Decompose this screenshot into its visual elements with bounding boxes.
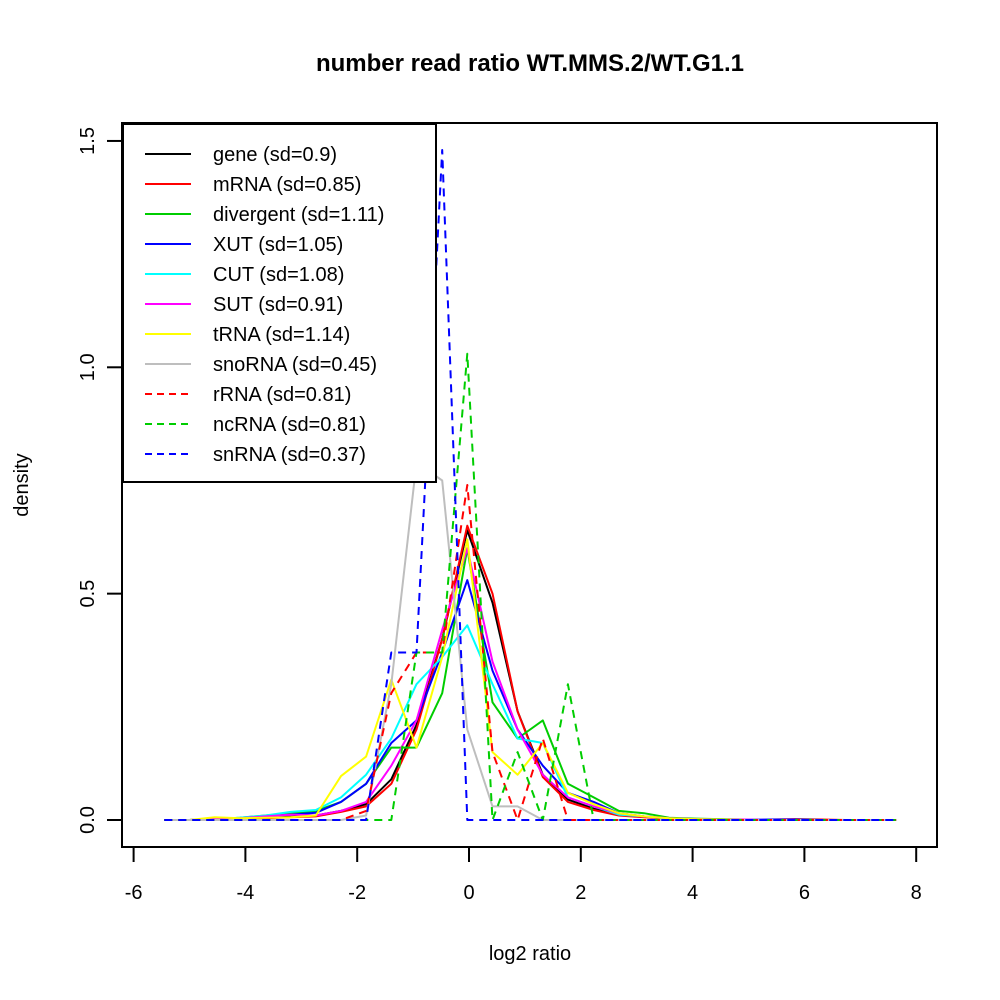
x-tick-label: -2: [348, 882, 366, 904]
x-axis-label: log2 ratio: [489, 943, 571, 965]
x-tick-label: 6: [799, 882, 810, 904]
x-tick-label: 2: [575, 882, 586, 904]
legend-item: snoRNA (sd=0.45): [145, 354, 377, 376]
legend-item: snRNA (sd=0.37): [145, 444, 366, 466]
y-tick-label: 1.5: [77, 127, 99, 155]
legend-item: SUT (sd=0.91): [145, 294, 343, 316]
x-axis: -6 -4 -2 0 2 4 6 8: [125, 846, 922, 904]
x-tick-label: -6: [125, 882, 143, 904]
series-line-snRNA: [164, 149, 897, 821]
legend-item: rRNA (sd=0.81): [145, 384, 351, 406]
legend-item: tRNA (sd=1.14): [145, 324, 350, 346]
legend-label: tRNA (sd=1.14): [213, 324, 350, 346]
y-tick-label: 0.5: [77, 580, 99, 608]
legend-label: snoRNA (sd=0.45): [213, 354, 377, 376]
legend-item: divergent (sd=1.11): [145, 204, 384, 226]
series-layer: [164, 149, 897, 821]
legend-label: CUT (sd=1.08): [213, 264, 344, 286]
y-axis-label: density: [11, 453, 33, 516]
y-tick-label: 1.0: [77, 353, 99, 381]
legend-label: SUT (sd=0.91): [213, 294, 343, 316]
x-tick-label: 8: [911, 882, 922, 904]
legend-label: snRNA (sd=0.37): [213, 444, 366, 466]
legend: gene (sd=0.9) mRNA (sd=0.85) divergent (sd…: [122, 123, 437, 483]
x-tick-label: -4: [237, 882, 255, 904]
legend-item: gene (sd=0.9): [145, 144, 337, 166]
x-tick-label: 0: [463, 882, 474, 904]
legend-item: ncRNA (sd=0.81): [145, 414, 366, 436]
legend-label: ncRNA (sd=0.81): [213, 414, 366, 436]
chart-title: number read ratio WT.MMS.2/WT.G1.1: [316, 50, 744, 77]
legend-label: rRNA (sd=0.81): [213, 384, 351, 406]
x-tick-label: 4: [687, 882, 698, 904]
legend-label: XUT (sd=1.05): [213, 234, 343, 256]
legend-label: divergent (sd=1.11): [213, 204, 384, 226]
legend-item: mRNA (sd=0.85): [145, 174, 361, 196]
y-tick-label: 0.0: [77, 806, 99, 834]
legend-item: XUT (sd=1.05): [145, 234, 343, 256]
legend-label: mRNA (sd=0.85): [213, 174, 361, 196]
legend-item: CUT (sd=1.08): [145, 264, 344, 286]
legend-label: gene (sd=0.9): [213, 144, 337, 166]
